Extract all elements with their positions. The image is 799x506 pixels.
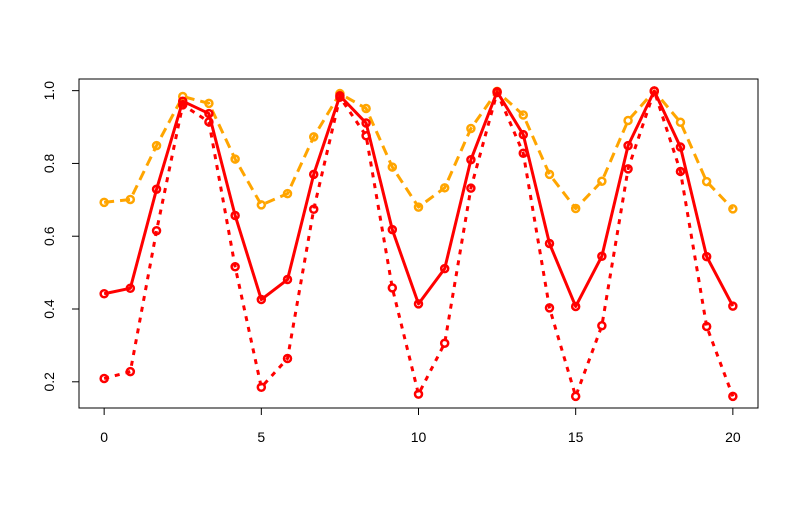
x-tick-label: 15 bbox=[568, 429, 584, 445]
series-line bbox=[103, 89, 734, 211]
y-tick-label: 0.6 bbox=[41, 226, 57, 246]
data-point bbox=[361, 131, 371, 141]
data-point bbox=[701, 321, 712, 332]
data-point bbox=[125, 283, 136, 294]
data-point bbox=[466, 183, 476, 193]
data-point bbox=[99, 288, 109, 299]
data-point bbox=[518, 148, 529, 158]
data-point bbox=[308, 132, 319, 142]
data-point bbox=[151, 226, 162, 236]
series-3 bbox=[99, 86, 738, 402]
y-tick-label: 0.4 bbox=[41, 299, 57, 319]
data-point bbox=[518, 129, 529, 140]
data-point bbox=[570, 391, 581, 402]
y-tick-label: 0.8 bbox=[41, 153, 57, 173]
data-point bbox=[413, 389, 424, 399]
data-point bbox=[675, 117, 686, 128]
data-point bbox=[282, 188, 293, 199]
plot-frame bbox=[78, 78, 759, 409]
x-tick-label: 20 bbox=[725, 429, 741, 445]
data-point bbox=[597, 176, 607, 187]
data-point bbox=[125, 194, 136, 205]
x-tick-label: 0 bbox=[100, 429, 108, 445]
data-point bbox=[151, 140, 162, 151]
data-point bbox=[623, 164, 633, 174]
data-point bbox=[335, 92, 345, 102]
data-point bbox=[204, 117, 214, 127]
y-tick-label: 0.2 bbox=[41, 372, 57, 392]
data-point bbox=[99, 197, 109, 208]
data-point bbox=[544, 303, 555, 313]
data-point bbox=[308, 169, 319, 180]
series-2 bbox=[99, 86, 738, 312]
data-point bbox=[308, 204, 319, 215]
y-tick-label: 1.0 bbox=[41, 81, 57, 101]
data-point bbox=[570, 301, 581, 312]
data-point bbox=[466, 155, 476, 165]
data-point bbox=[204, 108, 214, 119]
data-point bbox=[439, 338, 450, 348]
data-point bbox=[701, 251, 712, 262]
data-point bbox=[597, 251, 607, 261]
data-point bbox=[728, 301, 738, 311]
data-point bbox=[99, 373, 109, 384]
data-point bbox=[492, 87, 502, 98]
data-point bbox=[387, 224, 398, 235]
data-point bbox=[701, 176, 712, 187]
data-point bbox=[570, 203, 581, 214]
data-point bbox=[544, 169, 555, 180]
x-tick-label: 5 bbox=[257, 429, 265, 445]
data-point bbox=[439, 263, 450, 274]
data-point bbox=[728, 204, 738, 214]
data-point bbox=[623, 140, 633, 151]
data-point bbox=[544, 238, 555, 249]
data-point bbox=[597, 321, 607, 331]
data-point bbox=[125, 366, 136, 377]
series-line bbox=[103, 89, 735, 308]
data-point bbox=[675, 166, 686, 177]
data-point bbox=[387, 162, 398, 172]
data-point bbox=[387, 283, 398, 293]
data-point bbox=[623, 115, 633, 126]
series-line bbox=[103, 89, 735, 398]
x-tick-label: 10 bbox=[411, 429, 427, 445]
data-point bbox=[204, 98, 214, 109]
data-point bbox=[282, 274, 293, 285]
data-point bbox=[282, 353, 293, 364]
data-point bbox=[466, 123, 476, 134]
data-point bbox=[649, 86, 660, 96]
data-point bbox=[413, 299, 424, 309]
data-point bbox=[256, 382, 267, 393]
data-point bbox=[230, 210, 240, 221]
data-point bbox=[413, 202, 424, 212]
data-point bbox=[230, 154, 240, 164]
data-point bbox=[361, 103, 371, 114]
series-1 bbox=[99, 86, 738, 214]
data-point bbox=[675, 142, 686, 152]
axes: 0 5 10 15 20 0.2 0.4 0.6 0.8 1.0 bbox=[41, 81, 741, 445]
data-point bbox=[230, 262, 240, 272]
series-layer bbox=[99, 86, 738, 402]
data-point bbox=[361, 118, 371, 128]
data-point bbox=[177, 100, 188, 110]
data-point bbox=[151, 184, 162, 195]
data-point bbox=[256, 200, 267, 210]
data-point bbox=[256, 294, 267, 305]
data-point bbox=[518, 110, 529, 120]
data-point bbox=[728, 391, 738, 402]
data-point bbox=[439, 183, 450, 193]
